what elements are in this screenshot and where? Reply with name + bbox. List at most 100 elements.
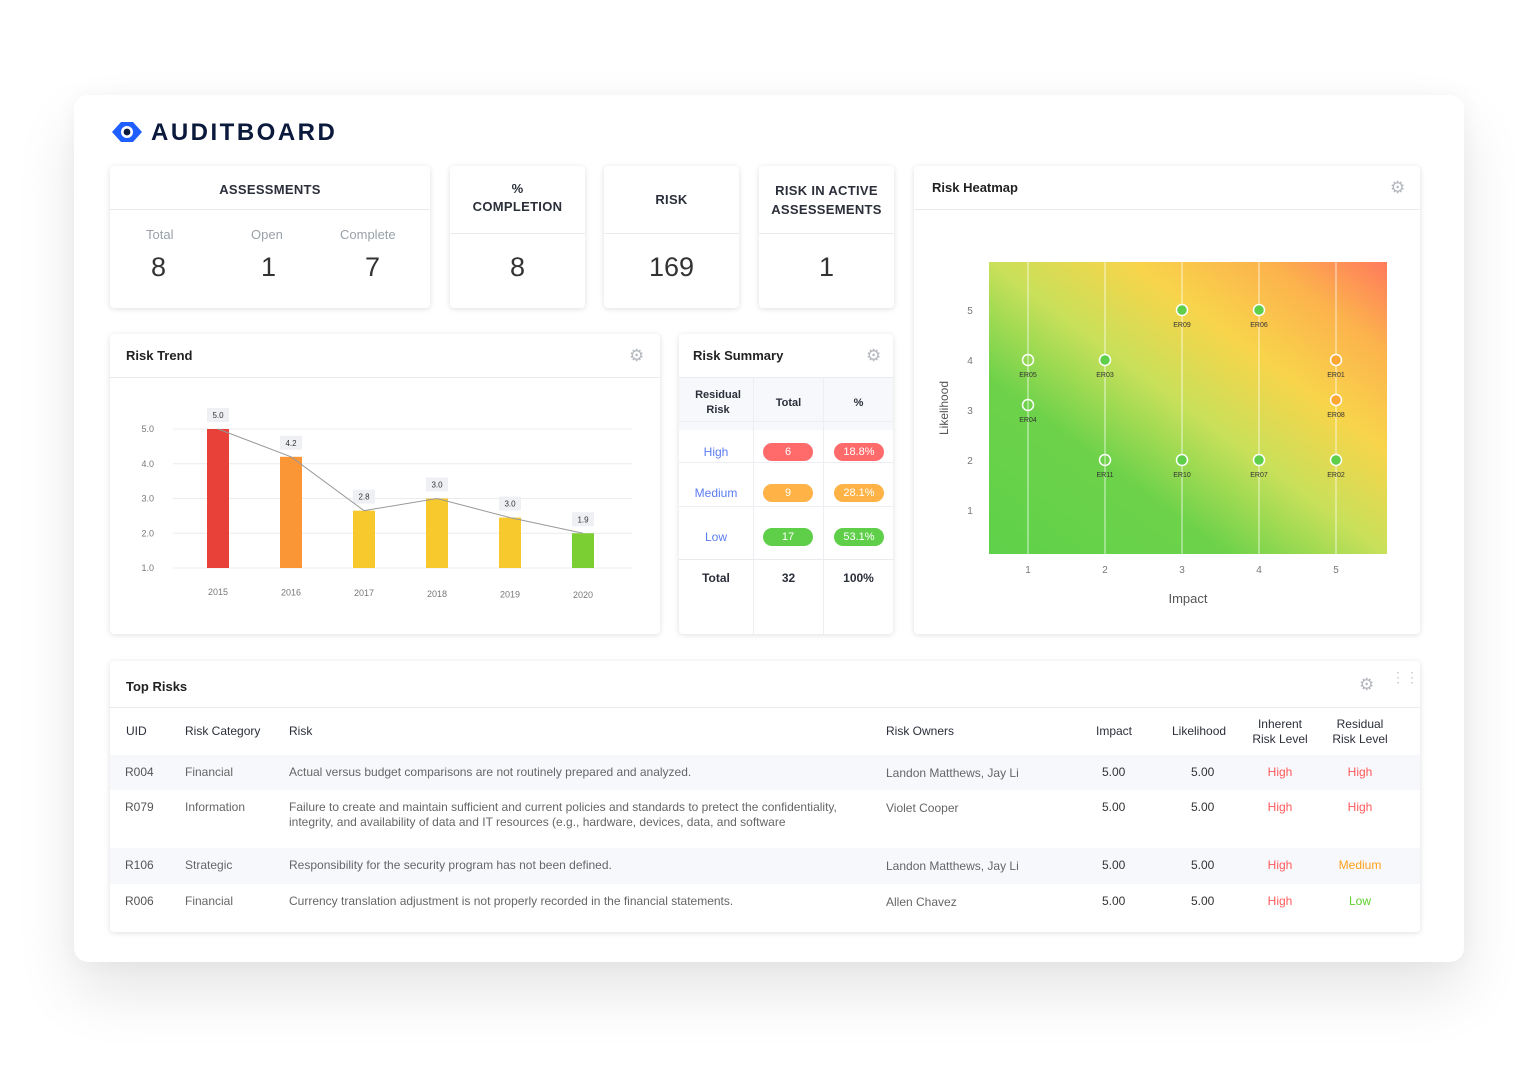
data-label: 2.8 xyxy=(358,493,370,502)
col-risk[interactable]: Risk xyxy=(289,724,313,738)
risk-active-value: 1 xyxy=(818,252,835,282)
auditboard-logo-icon xyxy=(110,119,144,145)
data-label-bg xyxy=(207,408,229,422)
point-label: ER04 xyxy=(1019,417,1037,424)
gear-icon[interactable]: ⚙ xyxy=(629,346,645,365)
likelihood-cell: 5.00 xyxy=(1191,894,1215,908)
summary-level[interactable]: High xyxy=(703,445,729,459)
summary-level[interactable]: Low xyxy=(704,530,727,544)
risk-title: RISK xyxy=(655,192,688,207)
brand-name: AUDITBOARD xyxy=(151,119,338,146)
col-inherent-1[interactable]: Inherent xyxy=(1257,717,1303,731)
point-label: ER11 xyxy=(1097,472,1114,479)
inherent-level-cell: High xyxy=(1267,765,1293,779)
summary-level[interactable]: Medium xyxy=(694,486,738,500)
table-row[interactable]: R106 Strategic Responsibility for the se… xyxy=(110,848,1420,884)
data-label-bg xyxy=(499,496,521,511)
inherent-level-cell: High xyxy=(1267,800,1293,814)
point-label: ER07 xyxy=(1250,472,1268,479)
col-likelihood[interactable]: Likelihood xyxy=(1172,724,1227,738)
data-label: 1.9 xyxy=(577,515,589,524)
bar-2020 xyxy=(572,533,594,568)
y-axis-label: Likelihood xyxy=(937,381,951,435)
open-value: 1 xyxy=(261,252,277,282)
risk-point-ER10 xyxy=(1175,453,1189,467)
x-tick-label: 2019 xyxy=(500,589,520,599)
table-row[interactable]: R006 Financial Currency translation adju… xyxy=(110,884,1420,930)
summary-total-label: Total xyxy=(702,571,730,585)
data-label: 3.0 xyxy=(504,500,516,509)
heatmap-background xyxy=(989,262,1387,554)
category-cell: Financial xyxy=(185,894,234,908)
bar-2019 xyxy=(499,517,521,568)
risk-active-title-1: RISK IN ACTIVE xyxy=(775,183,878,198)
col-category[interactable]: Risk Category xyxy=(185,724,261,738)
risk-point-ER11 xyxy=(1098,453,1112,467)
x-tick-label: 2017 xyxy=(354,588,374,598)
data-label: 4.2 xyxy=(285,439,297,448)
risk-trend-chart: 1.0 2.0 3.0 4.0 5.0 5.0 2015 4.2 2016 2.8 2017 3.0 2… xyxy=(141,408,632,600)
category-cell: Strategic xyxy=(185,858,233,872)
risk-cell: Failure to create and maintain sufficien… xyxy=(289,800,837,829)
completion-card: % COMPLETION 8 xyxy=(450,166,585,308)
risk-active-card: RISK IN ACTIVE ASSESSEMENTS 1 xyxy=(759,166,894,308)
bar-2015 xyxy=(207,429,229,568)
top-risks-title: Top Risks xyxy=(126,679,188,694)
likelihood-cell: 5.00 xyxy=(1191,800,1215,814)
total-label: Total xyxy=(146,227,174,242)
col-uid[interactable]: UID xyxy=(126,724,147,738)
summary-pct-pill: 53.1% xyxy=(834,528,884,546)
y-tick-label: 1 xyxy=(967,506,973,517)
x-tick-label: 4 xyxy=(1256,565,1262,576)
col-inherent-2: Risk Level xyxy=(1252,732,1308,746)
table-row[interactable]: R004 Financial Actual versus budget comp… xyxy=(110,755,1420,790)
col-residual-2: Risk Level xyxy=(1332,732,1388,746)
risk-point-ER07 xyxy=(1252,453,1266,467)
gear-icon[interactable]: ⚙ xyxy=(866,346,882,365)
uid-cell: R106 xyxy=(125,858,154,872)
col-owners[interactable]: Risk Owners xyxy=(886,724,955,738)
trend-line xyxy=(217,428,584,534)
x-tick-label: 2018 xyxy=(427,589,447,599)
point-label: ER08 xyxy=(1327,412,1345,419)
risk-point-ER06 xyxy=(1252,303,1266,317)
y-tick-label: 5.0 xyxy=(141,424,154,434)
bar-2016 xyxy=(280,456,302,568)
completion-value: 8 xyxy=(509,252,526,282)
gear-icon[interactable]: ⚙ xyxy=(1390,178,1406,197)
summary-total-value: 32 xyxy=(781,571,796,585)
risk-cell: Responsibility for the security program … xyxy=(289,858,612,872)
risk-heatmap-chart: 1 2 3 4 5 1 2 3 4 5 ER05 ER04 ER03 ER11 ER09 ER10 ER06 ER… xyxy=(937,262,1387,606)
residual-level-cell: High xyxy=(1347,765,1373,779)
open-label: Open xyxy=(251,227,283,242)
y-tick-label: 1.0 xyxy=(141,563,154,573)
risk-point-ER03 xyxy=(1098,353,1112,367)
risk-active-title-2: ASSESSEMENTS xyxy=(771,202,882,217)
risk-card: RISK 169 xyxy=(604,166,739,308)
data-label: 5.0 xyxy=(212,411,224,420)
owners-cell: Landon Matthews, Jay Li xyxy=(886,859,1019,873)
uid-cell: R006 xyxy=(125,894,154,908)
assessments-card: ASSESSMENTS Total Open Complete 8 1 7 xyxy=(110,166,430,308)
owners-cell: Violet Cooper xyxy=(886,801,959,815)
completion-title-2: COMPLETION xyxy=(472,199,563,214)
col-residual-1[interactable]: Residual xyxy=(1336,717,1384,731)
y-tick-label: 4 xyxy=(967,356,973,367)
gear-icon[interactable]: ⚙ xyxy=(1359,675,1375,694)
risk-point-ER08 xyxy=(1329,393,1343,407)
col-impact[interactable]: Impact xyxy=(1096,724,1133,738)
point-label: ER05 xyxy=(1019,372,1037,379)
table-row[interactable]: R079 Information Failure to create and m… xyxy=(110,790,1420,848)
x-tick-label: 2 xyxy=(1102,565,1108,576)
drag-handle-icon[interactable]: ⋮⋮ xyxy=(1391,669,1419,685)
data-label-bg xyxy=(426,477,448,492)
summary-total-pill: 6 xyxy=(763,443,813,461)
bar-2017 xyxy=(353,510,375,568)
point-label: ER06 xyxy=(1250,322,1268,329)
complete-value: 7 xyxy=(365,252,381,282)
data-label-bg xyxy=(280,435,302,450)
risk-point-ER04 xyxy=(1021,398,1035,412)
residual-header-2: Risk xyxy=(706,404,730,416)
y-tick-label: 3.0 xyxy=(141,494,154,504)
risk-summary-card: Risk Summary ⚙ Residual Risk Total % Hig… xyxy=(679,334,893,634)
